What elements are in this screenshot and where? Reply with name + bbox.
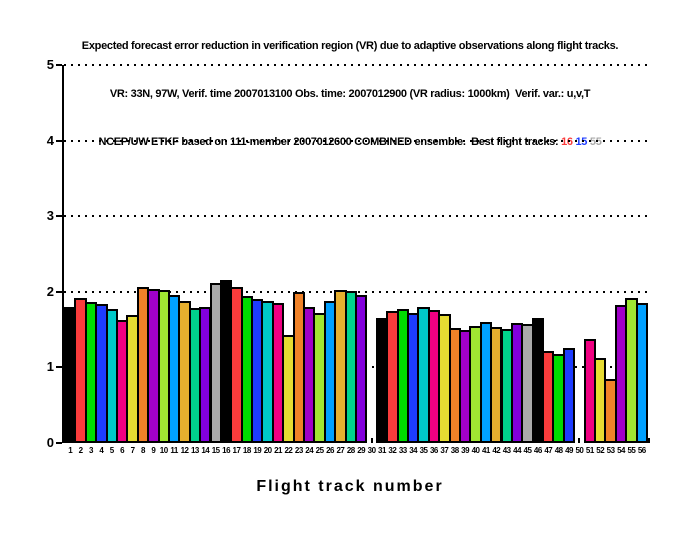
x-axis-label-27: 27 — [336, 446, 345, 455]
x-tick-30 — [370, 438, 373, 443]
x-axis-label-40: 40 — [471, 446, 480, 455]
y-tick-5 — [56, 64, 62, 66]
x-axis-label-51: 51 — [585, 446, 594, 455]
x-axis-end-tick — [648, 438, 650, 443]
x-axis-label-34: 34 — [409, 446, 418, 455]
chart-title-line2: VR: 33N, 97W, Verif. time 2007013100 Obs… — [109, 88, 591, 100]
x-axis-label-45: 45 — [523, 446, 532, 455]
chart-title-line3: NCEP/UW ETKF based on 111-member 2007012… — [0, 134, 700, 150]
bars-region — [64, 65, 650, 443]
x-axis-label-6: 6 — [120, 446, 125, 455]
x-axis-label-10: 10 — [159, 446, 168, 455]
gridline-y2 — [64, 290, 650, 293]
best-track-15: 15 — [572, 136, 588, 148]
x-axis-label-35: 35 — [419, 446, 428, 455]
x-axis-label-39: 39 — [461, 446, 470, 455]
x-axis-label-56: 56 — [637, 446, 646, 455]
y-axis-label-2: 2 — [46, 283, 54, 299]
x-axis-label-15: 15 — [211, 446, 220, 455]
x-axis-label-24: 24 — [305, 446, 314, 455]
y-axis-label-3: 3 — [46, 208, 54, 224]
x-axis-label-18: 18 — [242, 446, 251, 455]
x-axis-label-32: 32 — [388, 446, 397, 455]
best-flight-track-numbers: 16 15 55 — [561, 136, 602, 148]
y-tick-2 — [56, 290, 62, 293]
x-axis-label-43: 43 — [502, 446, 511, 455]
x-axis-label-11: 11 — [170, 446, 178, 455]
x-axis-label-50: 50 — [575, 446, 584, 455]
gridline-y5 — [64, 64, 650, 66]
x-axis-label-2: 2 — [78, 446, 83, 455]
x-axis-label-36: 36 — [429, 446, 438, 455]
y-tick-1 — [56, 366, 62, 369]
x-axis-label-12: 12 — [180, 446, 189, 455]
plot-area: 1 2 3 4 5 6 7 8 9 10 11 12 13 14 15 16 17 18 19 20 21 22 23 24 2… — [56, 64, 652, 455]
chart-header: Expected forecast error reduction in ver… — [0, 6, 700, 182]
x-axis-label-29: 29 — [357, 446, 366, 455]
x-axis-label-38: 38 — [450, 446, 459, 455]
x-axis-label-26: 26 — [326, 446, 334, 455]
x-axis-label-17: 17 — [232, 446, 241, 455]
x-axis-label-16: 16 — [222, 446, 231, 455]
x-axis-label-46: 46 — [533, 446, 542, 455]
bar-track-29 — [355, 295, 368, 443]
x-axis-label-4: 4 — [99, 446, 104, 455]
x-axis-label-14: 14 — [201, 446, 210, 455]
x-axis-label-25: 25 — [315, 446, 324, 455]
x-axis-label-55: 55 — [627, 446, 636, 455]
chart-title-line1: Expected forecast error reduction in ver… — [81, 40, 619, 52]
x-axis-label-8: 8 — [140, 446, 145, 455]
y-axis-label-0: 0 — [46, 435, 54, 450]
best-track-16: 16 — [561, 136, 573, 148]
x-axis-label-22: 22 — [284, 446, 293, 455]
x-axis-label-5: 5 — [109, 446, 114, 455]
x-axis-label-13: 13 — [190, 446, 199, 455]
x-axis-label-20: 20 — [263, 446, 272, 455]
y-tick-3 — [56, 215, 62, 218]
x-axis-label-53: 53 — [606, 446, 615, 455]
x-axis-label-30: 30 — [367, 446, 376, 455]
chart-title-line3-text: NCEP/UW ETKF based on 111-member 2007012… — [98, 136, 562, 148]
best-track-55: 55 — [587, 136, 602, 148]
y-axis-label-4: 4 — [46, 132, 54, 148]
x-axis-label-3: 3 — [88, 446, 93, 455]
x-axis-label-7: 7 — [130, 446, 135, 455]
x-axis-title: Flight track number — [256, 478, 444, 495]
x-axis-label-31: 31 — [378, 446, 386, 455]
x-axis-label-21: 21 — [274, 446, 282, 455]
y-tick-4 — [56, 139, 62, 142]
x-axis-label-37: 37 — [440, 446, 449, 455]
x-axis-label-52: 52 — [596, 446, 605, 455]
x-axis-label-1: 1 — [68, 446, 73, 455]
x-axis-label-48: 48 — [554, 446, 563, 455]
x-tick-50 — [578, 438, 581, 443]
x-axis-label-49: 49 — [565, 446, 573, 455]
x-axis-label-54: 54 — [617, 446, 625, 455]
x-axis-label-44: 44 — [513, 446, 522, 455]
x-axis-label-33: 33 — [398, 446, 407, 455]
x-axis-label-23: 23 — [294, 446, 303, 455]
x-axis-label-41: 41 — [481, 446, 490, 455]
y-tick-0 — [56, 442, 62, 444]
gridline-y3 — [64, 215, 650, 218]
x-axis-label-19: 19 — [253, 446, 262, 455]
bar-track-56 — [635, 302, 648, 443]
y-axis-label-1: 1 — [46, 359, 54, 375]
x-axis-label-9: 9 — [151, 446, 156, 455]
y-axis-label-5: 5 — [46, 57, 54, 72]
bar-track-49 — [562, 348, 576, 443]
x-axis-label-28: 28 — [346, 446, 355, 455]
x-axis-label-47: 47 — [544, 446, 553, 455]
gridline-y4 — [64, 139, 650, 142]
x-axis-label-42: 42 — [492, 446, 501, 455]
